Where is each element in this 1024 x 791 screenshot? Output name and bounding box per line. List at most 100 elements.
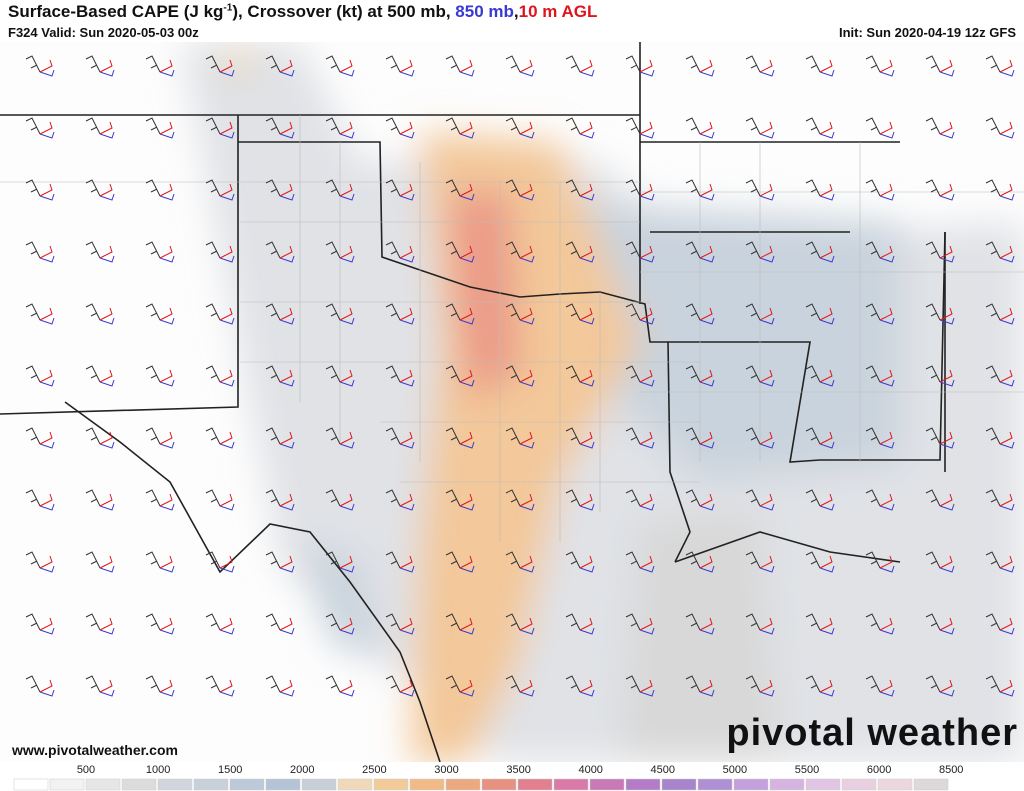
barb-10m (639, 183, 653, 197)
barb-500 (745, 117, 761, 135)
barb-850 (579, 565, 595, 573)
barb-850 (279, 379, 295, 387)
barb-10m (279, 679, 293, 693)
barb-850 (459, 441, 475, 449)
barb-850 (819, 379, 835, 387)
barb-10m (459, 679, 473, 693)
barb-10m (159, 431, 173, 445)
barb-10m (819, 59, 833, 73)
barb-10m (339, 431, 353, 445)
barb-10m (879, 245, 893, 259)
barb-850 (639, 193, 655, 201)
barb-500 (505, 675, 521, 693)
barb-500 (565, 117, 581, 135)
barb-850 (519, 379, 535, 387)
barb-10m (399, 245, 413, 259)
barb-850 (459, 317, 475, 325)
barb-10m (279, 307, 293, 321)
colorbar-box (913, 778, 949, 791)
barb-10m (699, 245, 713, 259)
barb-500 (205, 303, 221, 321)
barb-850 (399, 69, 415, 77)
barb-500 (85, 55, 101, 73)
barb-850 (159, 131, 175, 139)
barb-850 (519, 131, 535, 139)
barb-500 (625, 55, 641, 73)
barb-500 (445, 489, 461, 507)
barb-500 (145, 489, 161, 507)
colorbar-box (121, 778, 157, 791)
barb-10m (579, 369, 593, 383)
barb-10m (999, 121, 1013, 135)
barb-850 (519, 689, 535, 697)
barb-850 (339, 441, 355, 449)
colorbar-box (517, 778, 553, 791)
barb-10m (399, 431, 413, 445)
logo: pivotal weather (726, 712, 1018, 754)
barb-10m (519, 555, 533, 569)
barb-500 (265, 55, 281, 73)
barb-500 (745, 675, 761, 693)
barb-850 (819, 131, 835, 139)
barb-500 (805, 241, 821, 259)
barb-10m (219, 617, 233, 631)
barb-10m (699, 555, 713, 569)
barb-850 (39, 627, 55, 635)
barb-850 (339, 131, 355, 139)
barb-500 (565, 365, 581, 383)
barb-850 (279, 317, 295, 325)
barb-850 (879, 193, 895, 201)
barb-850 (639, 69, 655, 77)
barb-500 (565, 55, 581, 73)
barb-10m (459, 555, 473, 569)
colorbar-box (877, 778, 913, 791)
barb-500 (625, 241, 641, 259)
barb-850 (219, 441, 235, 449)
barb-10m (159, 679, 173, 693)
barb-850 (879, 627, 895, 635)
barb-850 (699, 69, 715, 77)
barb-850 (339, 379, 355, 387)
barb-500 (205, 179, 221, 197)
colorbar-box (481, 778, 517, 791)
barb-500 (745, 427, 761, 445)
barb-10m (279, 121, 293, 135)
barb-500 (445, 365, 461, 383)
barb-500 (85, 427, 101, 445)
barb-850 (339, 317, 355, 325)
barb-850 (339, 627, 355, 635)
barb-500 (925, 365, 941, 383)
barb-500 (925, 613, 941, 631)
barb-850 (459, 69, 475, 77)
barb-850 (519, 627, 535, 635)
barb-500 (205, 117, 221, 135)
barb-850 (99, 379, 115, 387)
barb-500 (85, 675, 101, 693)
barb-500 (505, 241, 521, 259)
barb-500 (445, 179, 461, 197)
barb-10m (99, 183, 113, 197)
barb-10m (819, 555, 833, 569)
barb-500 (325, 303, 341, 321)
barb-500 (985, 117, 1001, 135)
barb-850 (999, 317, 1015, 325)
barb-850 (639, 627, 655, 635)
barb-10m (939, 679, 953, 693)
barb-10m (999, 59, 1013, 73)
barb-10m (39, 307, 53, 321)
barb-850 (459, 689, 475, 697)
colorbar-box (409, 778, 445, 791)
barb-850 (639, 689, 655, 697)
barb-10m (399, 679, 413, 693)
barb-10m (399, 369, 413, 383)
barb-10m (459, 121, 473, 135)
barb-10m (159, 555, 173, 569)
barb-500 (25, 55, 41, 73)
barb-850 (519, 69, 535, 77)
barb-10m (639, 307, 653, 321)
barb-10m (399, 121, 413, 135)
barb-10m (519, 307, 533, 321)
barb-500 (805, 179, 821, 197)
barb-500 (805, 55, 821, 73)
barb-500 (325, 427, 341, 445)
